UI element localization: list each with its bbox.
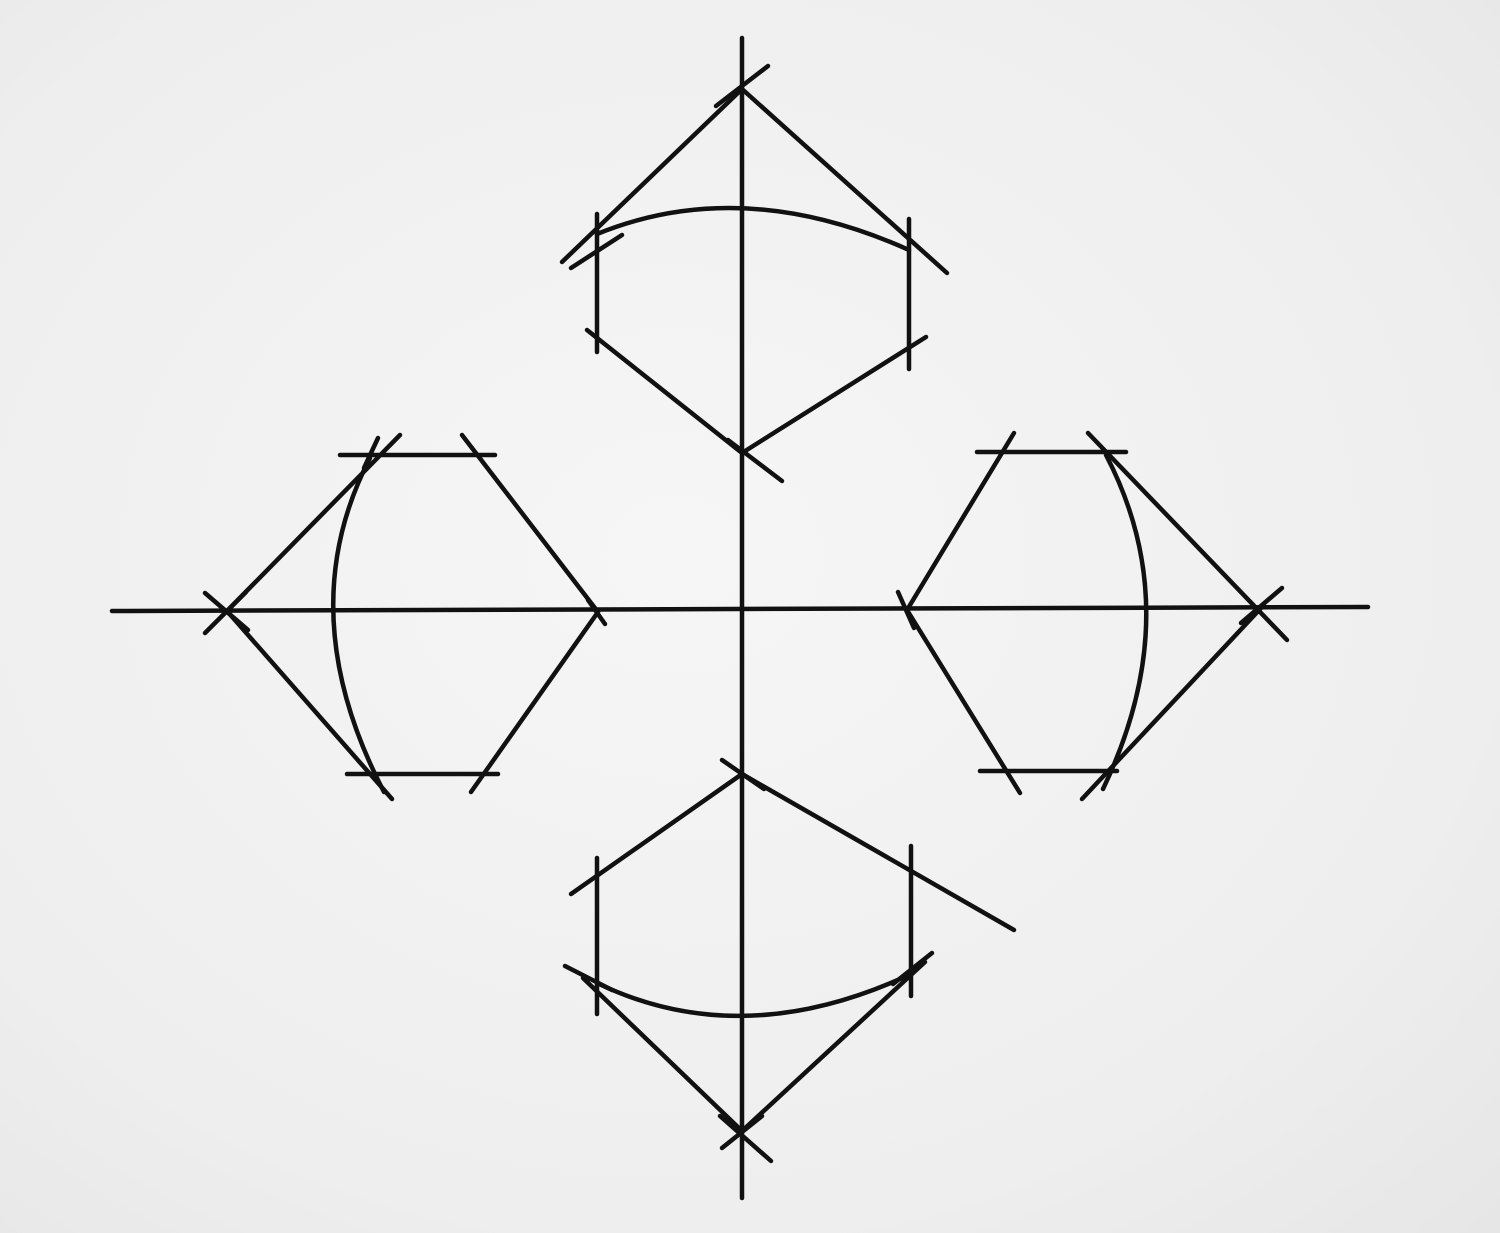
right-upper-diagonal: [1085, 430, 1290, 643]
bottom-arc: [594, 971, 914, 1019]
top-lower-right-edge: [739, 334, 929, 456]
top-lower-left-edge: [584, 327, 745, 456]
bottom-apex-tick-a: [717, 1113, 774, 1164]
bottom-right-tick: [890, 950, 935, 987]
left-apex-tick-b: [202, 589, 249, 636]
top-left-tick: [568, 232, 625, 271]
top-tick-apex: [713, 63, 771, 109]
top-arc: [594, 205, 912, 253]
right-arc: [1100, 452, 1149, 792]
figure-right: [895, 430, 1290, 802]
figure-left: [202, 432, 608, 802]
bottom-lower-left-edge: [580, 975, 745, 1134]
right-apex-tick: [1238, 585, 1285, 626]
left-upper-diagonal: [224, 432, 403, 614]
top-lower-tick: [725, 437, 785, 484]
bottom-upper-right-edge: [739, 771, 1017, 933]
right-left-tick: [895, 589, 917, 631]
figure-bottom: [562, 757, 1017, 1164]
top-upper-left-edge: [559, 86, 745, 265]
bottom-lower-right-edge: [739, 959, 928, 1134]
left-arc: [330, 455, 387, 795]
left-right-tick: [585, 597, 608, 627]
bottom-left-tick: [562, 963, 615, 993]
top-upper-right-edge: [739, 86, 950, 276]
left-right-lower-edge: [468, 609, 601, 795]
bottom-apex-tick-b: [719, 1113, 765, 1151]
left-lower-diagonal: [224, 608, 395, 802]
left-right-upper-edge: [459, 432, 601, 615]
figure-top: [559, 63, 950, 484]
right-left-upper-edge: [904, 430, 1017, 613]
bottom-upper-left-edge: [568, 771, 745, 897]
right-left-lower-edge: [904, 607, 1023, 796]
right-lower-diagonal: [1079, 604, 1265, 802]
